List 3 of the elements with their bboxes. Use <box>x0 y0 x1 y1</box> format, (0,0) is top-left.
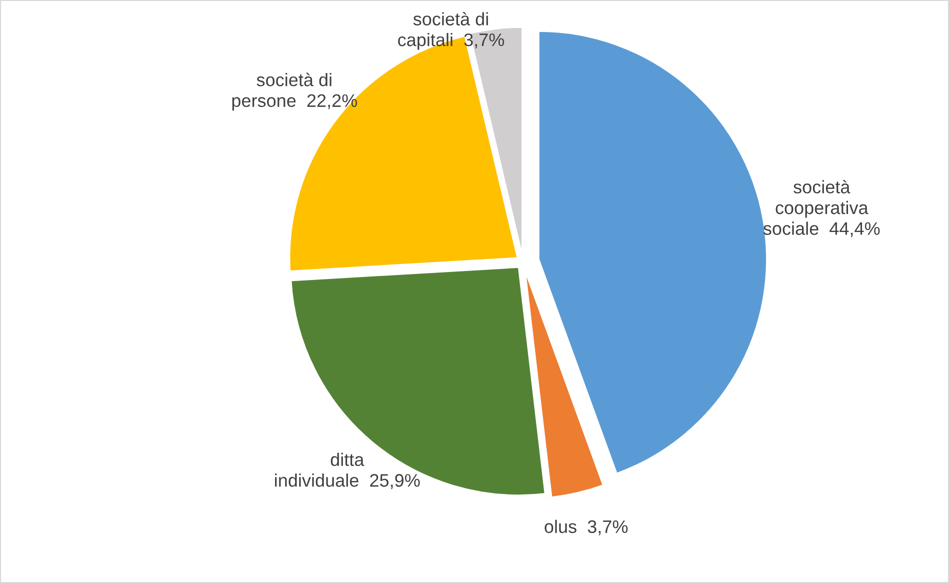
slice-label: olus 3,7% <box>544 520 628 536</box>
slice-label: società cooperativa sociale 44,4% <box>763 180 880 238</box>
slice-label: ditta individuale 25,9% <box>275 452 420 489</box>
